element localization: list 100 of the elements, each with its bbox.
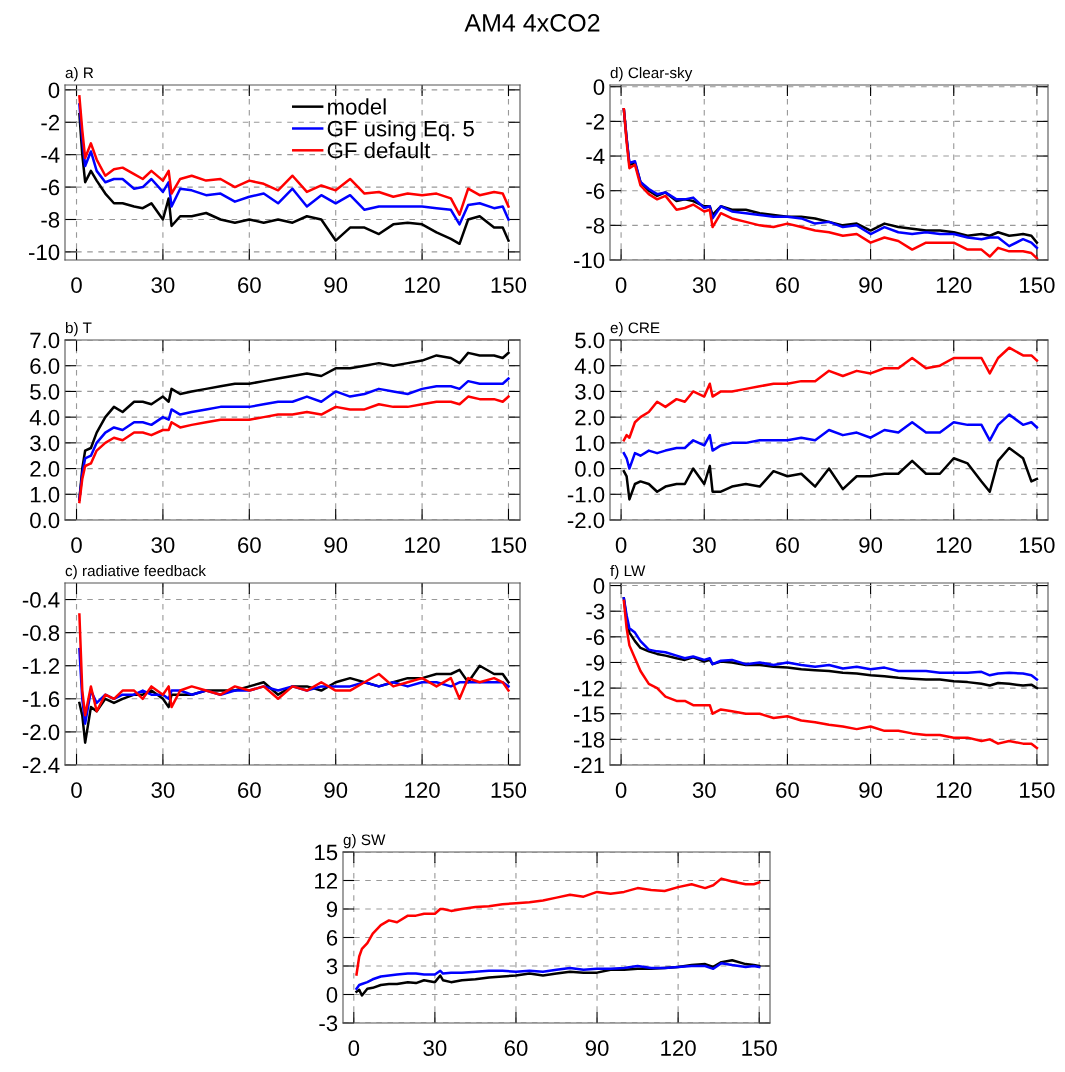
chart-title: e) CRE — [610, 321, 660, 337]
x-tick-label: 30 — [151, 277, 175, 293]
legend-label: GF default — [327, 141, 431, 159]
y-tick-label: -21 — [574, 757, 605, 774]
y-tick-label: 7.0 — [30, 332, 60, 349]
x-tick-label: 150 — [491, 537, 527, 553]
y-tick-label: 6.0 — [30, 358, 60, 374]
y-tick-label: 1.0 — [575, 435, 605, 452]
x-tick-label: 120 — [936, 277, 972, 293]
line-series — [78, 395, 510, 504]
legend-label: GF using Eq. 5 — [327, 120, 474, 141]
y-tick-label: -8 — [41, 212, 60, 228]
x-tick-label: 0 — [71, 782, 82, 798]
x-tick-label: 30 — [151, 782, 175, 798]
x-tick-label: 150 — [491, 782, 527, 798]
x-tick-label: 0 — [615, 277, 627, 293]
line-series — [355, 961, 761, 991]
y-tick-label: -1.6 — [22, 691, 60, 708]
x-tick-label: 30 — [423, 1040, 447, 1056]
line-series — [622, 446, 1039, 501]
x-tick-label: 0 — [615, 537, 627, 553]
y-tick-label: -2.0 — [22, 724, 60, 741]
x-tick-label: 120 — [405, 782, 440, 798]
x-tick-label: 120 — [405, 537, 440, 553]
x-tick-label: 150 — [1020, 537, 1055, 553]
x-tick-label: 120 — [936, 537, 972, 553]
y-tick-label: -2 — [41, 114, 60, 131]
y-tick-label: 5.0 — [30, 383, 60, 400]
x-tick-label: 90 — [859, 277, 883, 293]
x-tick-label: 60 — [238, 277, 261, 293]
y-tick-label: -3 — [586, 603, 605, 620]
x-tick-label: 30 — [692, 537, 716, 553]
y-tick-label: -10 — [574, 252, 605, 269]
y-tick-label: -18 — [574, 731, 605, 748]
x-tick-label: 150 — [1020, 782, 1055, 798]
x-tick-label: 30 — [151, 537, 175, 553]
chart-title: a) R — [65, 66, 94, 82]
y-tick-label: -1.2 — [22, 658, 60, 674]
x-tick-label: 0 — [71, 537, 82, 553]
y-tick-label: 0.0 — [30, 512, 60, 529]
y-tick-label: -2.4 — [22, 757, 60, 774]
y-tick-label: 15 — [315, 844, 338, 861]
chart-title: g) SW — [343, 833, 386, 849]
line-series — [78, 613, 510, 717]
y-tick-label: 12 — [315, 873, 338, 889]
y-tick-label: -4 — [586, 148, 605, 165]
y-tick-label: 0 — [326, 987, 338, 1003]
y-tick-label: -4 — [41, 147, 60, 163]
y-tick-label: -6 — [586, 183, 605, 199]
chart-title: d) Clear-sky — [610, 66, 693, 82]
line-series — [355, 877, 761, 976]
x-tick-label: 150 — [491, 277, 527, 293]
x-tick-label: 90 — [859, 782, 883, 798]
y-tick-label: 6 — [326, 930, 338, 946]
x-tick-label: 0 — [71, 277, 82, 293]
y-tick-label: -0.8 — [22, 625, 60, 641]
y-tick-label: 2.0 — [30, 461, 60, 477]
x-tick-label: 120 — [405, 277, 440, 293]
x-tick-label: 60 — [776, 277, 799, 293]
x-tick-label: 0 — [348, 1040, 360, 1056]
legend-label: model — [328, 98, 386, 115]
chart-title: c) radiative feedback — [65, 564, 206, 580]
y-tick-label: -15 — [574, 706, 605, 722]
y-tick-label: 3.0 — [575, 383, 605, 400]
y-tick-label: 3.0 — [30, 435, 60, 452]
line-series — [78, 377, 510, 501]
y-tick-label: 3 — [326, 958, 338, 975]
chart-title: b) T — [65, 321, 92, 337]
y-tick-label: 5.0 — [575, 332, 605, 349]
x-tick-label: 0 — [615, 782, 627, 798]
y-tick-label: 0.0 — [575, 461, 605, 477]
x-tick-label: 90 — [324, 782, 348, 798]
x-tick-label: 60 — [238, 537, 261, 553]
x-tick-label: 150 — [742, 1040, 777, 1056]
y-tick-label: -6 — [41, 179, 60, 196]
y-tick-label: 0 — [593, 79, 605, 95]
x-tick-label: 90 — [859, 537, 883, 553]
y-tick-label: 2.0 — [575, 409, 605, 426]
line-series — [622, 413, 1039, 470]
y-tick-label: 0 — [48, 82, 60, 99]
y-tick-label: -0.4 — [22, 592, 60, 608]
x-tick-label: 30 — [692, 277, 716, 293]
y-tick-label: -3 — [319, 1015, 338, 1032]
x-tick-label: 60 — [238, 782, 261, 798]
y-tick-label: -10 — [29, 244, 60, 261]
y-tick-label: 4.0 — [574, 358, 605, 374]
x-tick-label: 60 — [504, 1040, 528, 1056]
x-tick-label: 60 — [776, 782, 799, 798]
line-series — [622, 599, 1039, 750]
y-tick-label: -12 — [574, 680, 605, 697]
y-tick-label: -6 — [586, 629, 605, 646]
text: AM4 4xCO2 — [464, 14, 600, 32]
y-tick-label: -2 — [586, 113, 605, 130]
x-tick-label: 150 — [1020, 277, 1055, 293]
y-tick-label: 4.0 — [29, 409, 60, 426]
chart-title: f) LW — [610, 564, 646, 580]
y-tick-label: -9 — [586, 655, 605, 671]
y-tick-label: -8 — [586, 217, 605, 234]
y-tick-label: -1.0 — [567, 486, 605, 503]
x-tick-label: 60 — [776, 537, 799, 553]
